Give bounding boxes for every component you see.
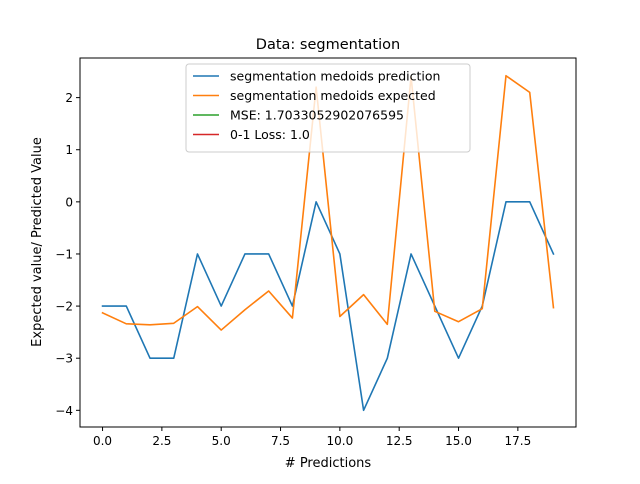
y-tick-label: −3 [55,352,73,366]
legend: segmentation medoids prediction segmentat… [185,63,471,153]
y-tick-label: 2 [65,91,73,105]
plot-area-frame [79,57,577,428]
x-tick-label: 15.0 [445,434,472,448]
chart-title: Data: segmentation [256,37,400,53]
x-tick-label: 2.5 [152,434,171,448]
x-tick-label: 10.0 [327,434,354,448]
y-tick-label: −1 [55,247,73,261]
y-tick-label: 1 [65,143,73,157]
legend-label: 0-1 Loss: 1.0 [230,127,310,142]
y-axis-label: Expected value/ Predicted Value [30,137,45,347]
series-line-0 [101,201,555,412]
x-tick-label: 0.0 [93,434,112,448]
x-tick-label: 12.5 [386,434,413,448]
legend-label: segmentation medoids prediction [230,69,440,84]
series-line-1 [101,74,555,331]
x-axis-label: # Predictions [285,456,372,471]
y-axis-ticks: −4 −3 −2 −1 0 1 2 [55,91,80,418]
x-tick-label: 7.5 [271,434,290,448]
legend-label: segmentation medoids expected [230,88,436,103]
y-tick-label: 0 [65,195,73,209]
x-axis-ticks: 0.0 2.5 5.0 7.5 10.0 12.5 15.0 17.5 [93,427,531,448]
y-tick-label: −4 [55,404,73,418]
x-tick-label: 5.0 [212,434,231,448]
x-tick-label: 17.5 [504,434,531,448]
series-lines [101,74,555,412]
y-tick-label: −2 [55,300,73,314]
legend-label: MSE: 1.7033052902076595 [230,108,404,123]
legend-box [185,63,471,153]
